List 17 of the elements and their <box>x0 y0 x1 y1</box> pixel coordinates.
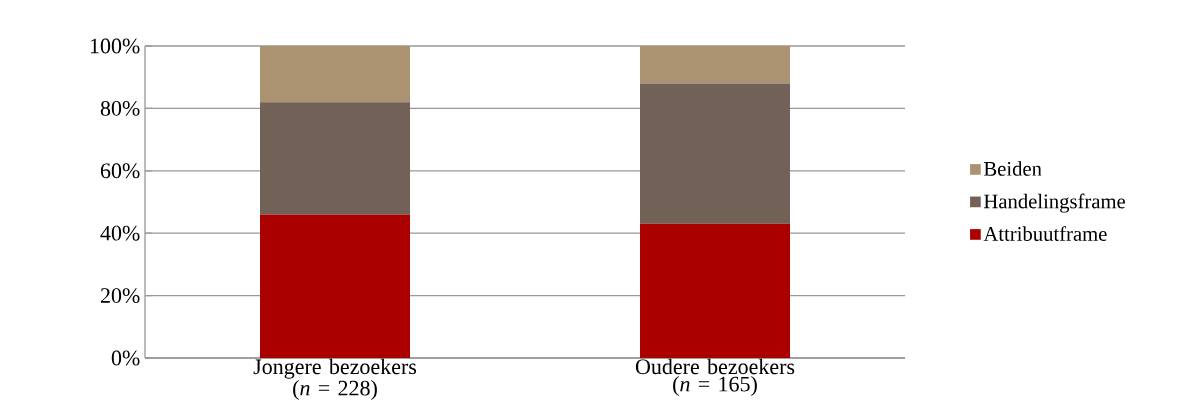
legend-label: Handelingsframe <box>984 193 1126 213</box>
legend-label: Attribuutframe <box>983 226 1107 241</box>
legend-label: Beiden <box>984 161 1042 176</box>
y-tick-label: 100% <box>90 38 140 54</box>
y-tick-label: 0% <box>111 350 140 366</box>
bar <box>640 83 791 224</box>
x-tick-label: Oudere bezoekers (n = 165) <box>635 358 795 396</box>
y-tick-label: 60% <box>100 163 140 179</box>
bar <box>260 45 411 103</box>
bar <box>640 45 791 84</box>
y-tick-label: 80% <box>100 100 140 116</box>
bar <box>640 223 791 358</box>
bar <box>260 214 411 358</box>
y-tick-label: 20% <box>100 288 140 304</box>
bar <box>260 102 411 215</box>
y-tick-label: 40% <box>100 225 140 241</box>
x-tick-label: Jongere bezoekers (n = 228) <box>253 358 417 400</box>
